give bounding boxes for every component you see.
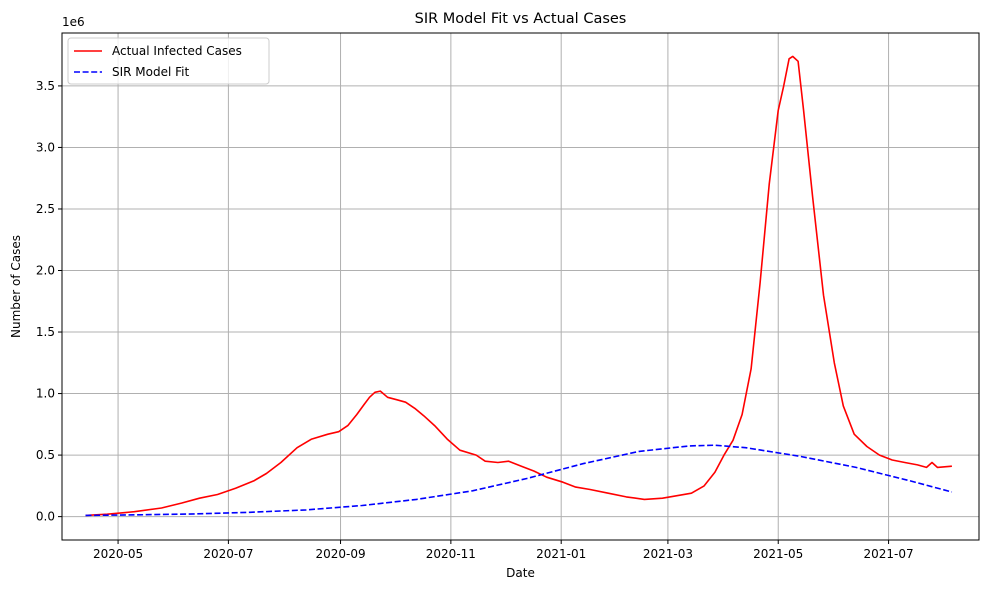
y-tick-label: 0.5 bbox=[36, 448, 55, 462]
legend: Actual Infected Cases SIR Model Fit bbox=[67, 37, 270, 85]
x-tick-label: 2021-07 bbox=[863, 547, 913, 561]
x-tick-label: 2020-11 bbox=[426, 547, 476, 561]
sir-model-line bbox=[85, 444, 953, 517]
plot-frame bbox=[61, 32, 980, 541]
y-offset-label: 1e6 bbox=[62, 15, 85, 29]
y-tick-label: 2.0 bbox=[36, 264, 55, 278]
y-tick-label: 2.5 bbox=[36, 202, 55, 216]
y-tick-label: 0.0 bbox=[36, 510, 55, 524]
x-tick-label: 2021-01 bbox=[536, 547, 586, 561]
grid bbox=[62, 33, 979, 540]
x-tick-label: 2020-09 bbox=[315, 547, 365, 561]
actual-cases-line bbox=[85, 55, 952, 517]
y-tick-label: 3.5 bbox=[36, 79, 55, 93]
x-tick-label: 2021-05 bbox=[753, 547, 803, 561]
y-tick-label: 1.5 bbox=[36, 325, 55, 339]
y-axis: 0.0 0.5 1.0 1.5 2.0 2.5 3.0 3.5 bbox=[36, 79, 62, 524]
y-tick-label: 3.0 bbox=[36, 140, 55, 154]
y-axis-label: Number of Cases bbox=[9, 235, 23, 338]
legend-box bbox=[67, 37, 270, 85]
x-tick-label: 2020-05 bbox=[93, 547, 143, 561]
x-axis-label: Date bbox=[506, 566, 535, 580]
legend-label-sir: SIR Model Fit bbox=[112, 65, 190, 79]
series-group bbox=[85, 55, 953, 517]
y-tick-label: 1.0 bbox=[36, 387, 55, 401]
legend-label-actual: Actual Infected Cases bbox=[112, 44, 242, 58]
chart-title: SIR Model Fit vs Actual Cases bbox=[415, 11, 627, 27]
x-axis: 2020-05 2020-07 2020-09 2020-11 2021-01 2021-… bbox=[93, 540, 914, 561]
x-tick-label: 2021-03 bbox=[643, 547, 693, 561]
x-tick-label: 2020-07 bbox=[203, 547, 253, 561]
